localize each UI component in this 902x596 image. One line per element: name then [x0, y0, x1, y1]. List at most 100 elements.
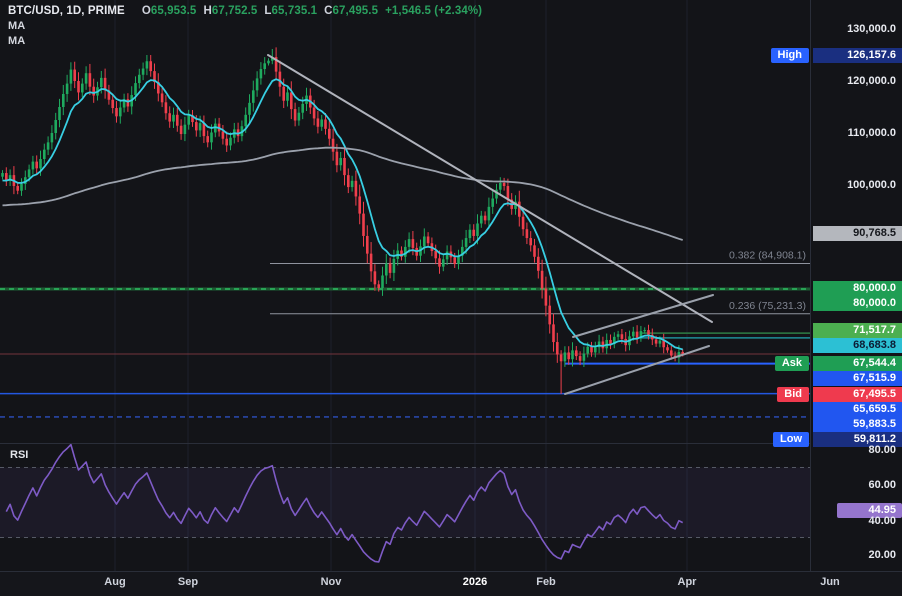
candle-body — [122, 99, 126, 108]
candle-body — [43, 149, 46, 159]
time-axis-label-aug: Aug — [104, 576, 126, 588]
candle-body — [601, 341, 605, 349]
open-value: 65,953.5 — [150, 5, 197, 17]
candle-body — [594, 347, 597, 353]
ma-legend-1[interactable]: MA — [8, 20, 26, 32]
candle-body — [312, 107, 316, 119]
candle-body — [472, 229, 475, 236]
candle-body — [5, 173, 8, 181]
candle-body — [115, 108, 118, 117]
candle-body — [548, 305, 551, 325]
candle-body — [172, 114, 175, 122]
candle-body — [514, 201, 517, 209]
candle-body — [499, 182, 502, 190]
candle-body — [533, 245, 536, 257]
candle-body — [369, 253, 373, 272]
time-axis-label-jun: Jun — [820, 576, 840, 588]
candle-body — [647, 330, 650, 335]
time-axis[interactable]: Aug Sep Nov 2026 Feb Apr Jun — [0, 571, 902, 596]
candle-body — [575, 350, 578, 357]
candle-body — [149, 61, 152, 72]
candle-body — [658, 340, 662, 344]
low-value: 65,735.1 — [271, 5, 318, 17]
candle-body — [214, 123, 217, 133]
candle-body — [407, 239, 411, 247]
candle-body — [84, 73, 88, 84]
channel-lower[interactable] — [564, 345, 710, 395]
candle-body — [476, 223, 479, 236]
candle-body — [145, 61, 149, 69]
candle-body — [107, 90, 111, 100]
candle-body — [632, 331, 635, 337]
candle-body — [328, 128, 331, 139]
candle-body — [27, 169, 31, 178]
candle-body — [400, 250, 403, 257]
symbol-row[interactable]: BTC/USD, 1D, PRIME O65,953.5 H67,752.5 L65,… — [8, 4, 482, 19]
candle-body — [119, 107, 122, 117]
candle-body — [563, 352, 567, 362]
descending-trendline[interactable] — [267, 54, 713, 323]
rsi-indicator-pane[interactable] — [0, 443, 810, 571]
candle-body — [670, 350, 673, 356]
price-axis-label: 71,517.7 — [813, 323, 902, 338]
candle-body — [464, 238, 468, 247]
candle-body — [480, 215, 483, 224]
candle-body — [301, 103, 304, 113]
price-axis-label: 90,768.5 — [813, 226, 902, 241]
candle-body — [221, 131, 225, 139]
candle-body — [461, 246, 464, 256]
candle-body — [537, 256, 540, 271]
low-marker-chip: Low — [773, 432, 809, 447]
candle-body — [293, 109, 297, 121]
price-axis-label: 80,000.0 — [813, 296, 902, 311]
candle-body — [191, 115, 194, 123]
symbol-title[interactable]: BTC/USD, 1D, PRIME — [8, 5, 125, 17]
candle-body — [210, 132, 213, 143]
candle-body — [187, 115, 190, 125]
price-axis-label: 68,683.8 — [813, 338, 902, 353]
candle-body — [453, 257, 456, 265]
candle-body — [654, 339, 658, 344]
main-price-chart[interactable]: 0.382 (84,908.1) 0.236 (75,231.3) — [0, 0, 810, 443]
channel-upper[interactable] — [572, 294, 714, 338]
candle-body — [126, 99, 130, 107]
candle-body — [111, 99, 114, 109]
candle-body — [347, 175, 350, 188]
ma-legend-2[interactable]: MA — [8, 35, 26, 47]
price-axis-label: 120,000.0 — [847, 75, 896, 87]
candle-body — [153, 71, 156, 83]
candle-body — [529, 238, 532, 246]
ma-slow[interactable] — [2, 146, 683, 241]
price-axis[interactable]: 130,000.0 126,157.6 120,000.0 110,000.0 100,… — [810, 0, 902, 571]
price-axis-label: 110,000.0 — [847, 127, 896, 139]
candle-body — [609, 339, 612, 345]
candle-body — [350, 180, 354, 188]
candle-body — [81, 83, 84, 93]
candle-body — [521, 216, 525, 230]
candle-body — [164, 102, 168, 114]
candle-body — [35, 161, 38, 169]
candle-body — [1, 173, 4, 177]
candle-body — [495, 189, 498, 199]
candle-body — [426, 236, 430, 244]
candle-body — [590, 346, 593, 353]
low-label: L — [264, 5, 272, 17]
candle-body — [571, 350, 574, 360]
candle-body — [263, 63, 266, 70]
candle-body — [358, 196, 361, 214]
pane-divider[interactable] — [0, 443, 810, 444]
rsi-band — [0, 467, 810, 538]
candle-body — [324, 119, 327, 129]
candle-body — [468, 229, 472, 239]
low-price-label: 59,811.2 — [813, 432, 902, 447]
candle-body — [620, 334, 624, 339]
ma-fast[interactable] — [2, 78, 683, 351]
candle-body — [24, 177, 27, 184]
rsi-pane-title[interactable]: RSI — [10, 449, 29, 461]
candle-body — [613, 336, 616, 345]
high-marker-chip: High — [770, 48, 809, 63]
candle-body — [381, 275, 384, 288]
candle-body — [297, 112, 301, 121]
candle-body — [582, 353, 586, 361]
